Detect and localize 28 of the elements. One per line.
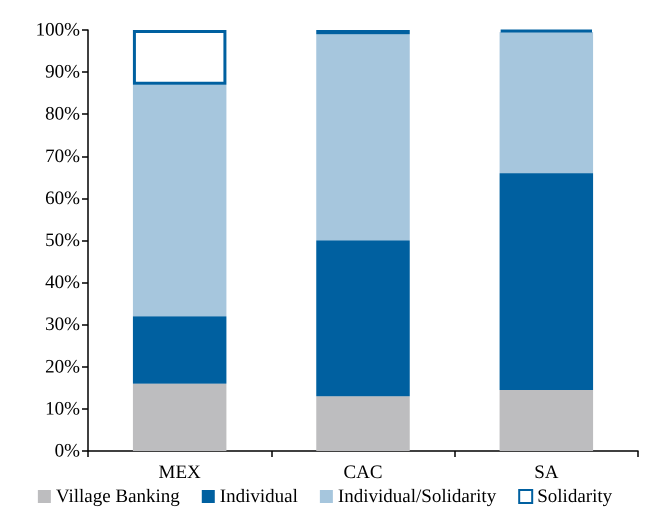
y-tick-label: 70%	[45, 146, 80, 167]
x-tick-label: CAC	[343, 462, 383, 483]
x-tick-label: MEX	[158, 462, 202, 483]
y-tick-label: 90%	[45, 62, 80, 83]
bar	[132, 384, 226, 451]
bar	[500, 173, 594, 390]
y-tick-label: 100%	[36, 20, 80, 40]
bar	[316, 34, 410, 240]
legend-label: Village Banking	[56, 486, 180, 507]
y-tick-label: 10%	[45, 398, 80, 420]
legend-label: Individual	[220, 486, 298, 507]
y-tick-label: 40%	[45, 272, 80, 294]
bar	[132, 316, 226, 384]
y-tick-label: 80%	[45, 104, 80, 125]
bar	[132, 30, 226, 85]
y-tick-label: 50%	[45, 230, 80, 251]
y-tick-label: 60%	[45, 188, 80, 209]
bar	[132, 84, 226, 316]
bar	[500, 32, 594, 174]
y-tick-label: 20%	[45, 356, 80, 378]
y-tick-label: 30%	[45, 314, 80, 336]
legend-label: Individual/Solidarity	[338, 486, 497, 507]
bar	[316, 396, 410, 451]
bar	[316, 240, 410, 396]
x-tick-label: SA	[534, 462, 559, 483]
legend-label: Solidarity	[537, 486, 613, 507]
y-tick-label: 0%	[54, 440, 80, 462]
bar	[500, 390, 594, 451]
